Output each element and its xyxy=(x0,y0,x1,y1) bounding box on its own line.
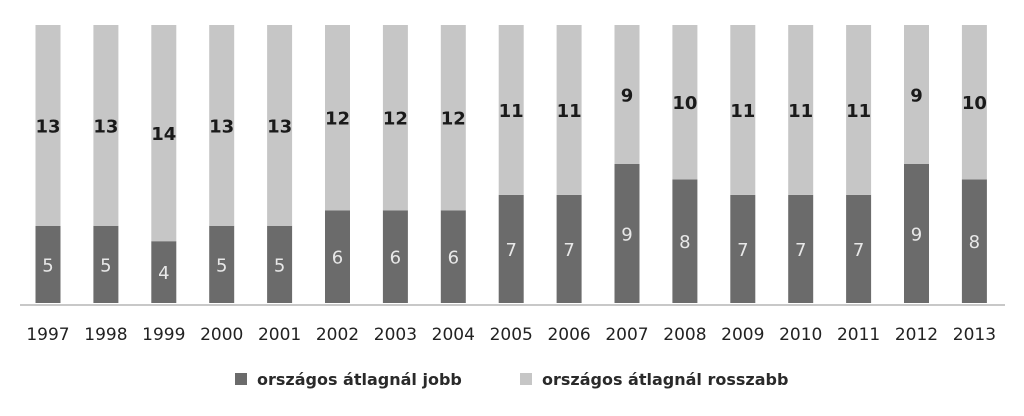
x-tick-label-2009: 2009 xyxy=(721,325,764,345)
legend-label-worse: országos átlagnál rosszabb xyxy=(542,370,788,389)
bar-better-1997 xyxy=(35,225,61,303)
bar-better-2001 xyxy=(267,225,293,303)
x-tick-label-2010: 2010 xyxy=(779,325,822,345)
bar-better-2012 xyxy=(904,164,929,303)
bar-better-2008 xyxy=(672,179,698,303)
bar-better-2013 xyxy=(961,179,987,303)
bar-worse-1998 xyxy=(93,25,119,226)
bar-better-1998 xyxy=(93,225,119,303)
x-tick-label-2006: 2006 xyxy=(547,325,590,345)
data-label-better-2006: 7 xyxy=(563,240,574,261)
data-label-better-2000: 5 xyxy=(216,255,227,276)
x-tick-label-2000: 2000 xyxy=(200,325,243,345)
data-label-better-2007: 9 xyxy=(621,225,632,246)
bar-better-2007 xyxy=(614,164,640,303)
legend-swatch-worse xyxy=(520,373,532,385)
data-label-worse-2003: 12 xyxy=(383,109,408,130)
data-label-worse-2001: 13 xyxy=(267,116,292,137)
bar-better-1999 xyxy=(151,241,177,303)
x-tick-labels: 1997 1998 1999 2000 2001 2002 2003 2004 2005 2006… xyxy=(26,325,996,345)
data-label-better-2004: 6 xyxy=(448,248,459,269)
x-tick-label-1997: 1997 xyxy=(26,325,69,345)
data-label-better-2010: 7 xyxy=(795,240,806,261)
data-label-worse-1999: 14 xyxy=(151,124,176,145)
bar-worse-2002 xyxy=(325,25,350,211)
x-tick-label-1999: 1999 xyxy=(142,325,185,345)
data-label-better-2005: 7 xyxy=(505,240,516,261)
bar-worse-2000 xyxy=(209,25,235,226)
legend-swatch-better xyxy=(235,373,247,385)
data-label-better-1998: 5 xyxy=(100,255,111,276)
data-label-better-1999: 4 xyxy=(158,263,169,284)
bar-worse-2009 xyxy=(730,25,756,195)
bar-better-2000 xyxy=(209,225,235,303)
bar-worse-2005 xyxy=(498,25,524,195)
x-tick-label-2013: 2013 xyxy=(953,325,996,345)
data-label-worse-2004: 12 xyxy=(441,109,466,130)
legend-label-better: országos átlagnál jobb xyxy=(257,370,462,389)
bar-worse-2001 xyxy=(267,25,293,226)
bar-worse-2007 xyxy=(614,25,640,164)
x-tick-label-1998: 1998 xyxy=(84,325,127,345)
bar-better-2003 xyxy=(382,210,408,303)
bar-worse-2012 xyxy=(904,25,929,164)
data-label-worse-2010: 11 xyxy=(788,101,813,122)
legend: országos átlagnál jobb országos átlagnál… xyxy=(235,370,788,389)
bar-better-2005 xyxy=(498,194,524,303)
data-label-worse-1998: 13 xyxy=(93,116,118,137)
data-label-worse-2013: 10 xyxy=(962,93,987,114)
data-label-worse-1997: 13 xyxy=(35,116,60,137)
bar-worse-2008 xyxy=(672,25,698,180)
data-label-worse-2006: 11 xyxy=(557,101,582,122)
bar-better-2002 xyxy=(325,210,350,303)
x-tick-label-2007: 2007 xyxy=(605,325,648,345)
data-label-worse-2000: 13 xyxy=(209,116,234,137)
data-label-worse-2012: 9 xyxy=(910,86,923,107)
x-tick-label-2004: 2004 xyxy=(432,325,475,345)
data-label-better-2012: 9 xyxy=(911,225,922,246)
x-tick-label-2011: 2011 xyxy=(837,325,880,345)
bar-better-2011 xyxy=(846,194,872,303)
bar-worse-1999 xyxy=(151,25,177,242)
bar-worse-2010 xyxy=(788,25,814,195)
x-tick-label-2002: 2002 xyxy=(316,325,359,345)
data-label-better-2003: 6 xyxy=(390,248,401,269)
x-tick-label-2005: 2005 xyxy=(490,325,533,345)
bar-worse-2006 xyxy=(556,25,582,195)
data-label-worse-2011: 11 xyxy=(846,101,871,122)
data-label-better-2001: 5 xyxy=(274,255,285,276)
data-label-worse-2008: 10 xyxy=(672,93,697,114)
bar-worse-2011 xyxy=(846,25,872,195)
data-label-better-1997: 5 xyxy=(42,255,53,276)
bar-worse-2004 xyxy=(440,25,466,211)
bar-better-2010 xyxy=(788,194,814,303)
bar-better-2009 xyxy=(730,194,756,303)
data-label-worse-2009: 11 xyxy=(730,101,755,122)
data-label-better-2008: 8 xyxy=(679,232,690,253)
data-label-worse-2007: 9 xyxy=(621,86,634,107)
bars-layer: 5 13 5 13 4 14 5 13 5 13 6 12 6 12 6 12 7 11 7 11 9 9 8 10 7 11 7 1… xyxy=(35,25,987,303)
bar-better-2004 xyxy=(440,210,466,303)
bar-worse-2003 xyxy=(382,25,408,211)
bar-worse-1997 xyxy=(35,25,61,226)
data-label-better-2011: 7 xyxy=(853,240,864,261)
x-tick-label-2001: 2001 xyxy=(258,325,301,345)
bar-better-2006 xyxy=(556,194,582,303)
data-label-worse-2002: 12 xyxy=(325,109,350,130)
bar-worse-2013 xyxy=(961,25,987,180)
data-label-worse-2005: 11 xyxy=(499,101,524,122)
x-tick-label-2003: 2003 xyxy=(374,325,417,345)
data-label-better-2009: 7 xyxy=(737,240,748,261)
data-label-better-2002: 6 xyxy=(332,248,343,269)
x-tick-label-2008: 2008 xyxy=(663,325,706,345)
data-label-better-2013: 8 xyxy=(969,232,980,253)
x-tick-label-2012: 2012 xyxy=(895,325,938,345)
